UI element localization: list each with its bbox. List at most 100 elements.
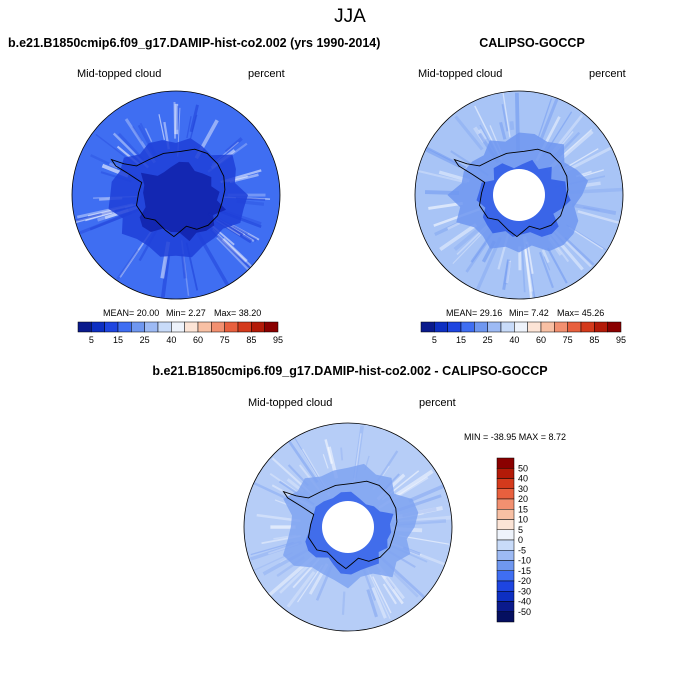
diff-colorbar-tick-label: 40 (518, 474, 528, 484)
obs-map-streak (583, 206, 600, 212)
model-colorbar-tick-label: 15 (113, 335, 123, 345)
obs-map-missing-data (493, 169, 545, 221)
obs-colorbar-tick-label: 5 (432, 335, 437, 345)
diff-colorbar-swatch (496, 580, 515, 592)
diff-map-streak (341, 591, 346, 615)
obs-map-streak (499, 121, 507, 140)
diff-colorbar-swatch (496, 591, 515, 602)
obs-colorbar-tick-label: 60 (536, 335, 546, 345)
obs-map-streak (543, 256, 551, 271)
diff-minmax-stat: MIN = -38.95 MAX = 8.72 (464, 432, 567, 442)
model-map-streak (186, 116, 192, 139)
model-map-streak (181, 253, 187, 279)
obs-map-streak (523, 246, 534, 299)
obs-map-streak (538, 251, 554, 289)
diff-units-label: percent (419, 397, 456, 409)
model-colorbar-tick-label: 25 (140, 335, 150, 345)
model-colorbar-swatch (104, 321, 119, 333)
model-map (71, 90, 281, 300)
diff-map-streak (286, 438, 319, 484)
model-map-border (71, 90, 281, 300)
obs-panel-title: CALIPSO-GOCCP (479, 36, 585, 50)
obs-map-streak (546, 247, 568, 284)
obs-max-stat: Max= 45.26 (557, 308, 605, 318)
diff-colorbar-tick-label: 10 (518, 515, 528, 525)
obs-colorbar-swatch (474, 321, 488, 333)
obs-map-streak (447, 221, 461, 230)
diff-colorbar-swatch (496, 457, 515, 469)
obs-colorbar-swatch (580, 321, 595, 333)
diff-colorbar-swatch (496, 601, 515, 612)
obs-map-streak (560, 128, 593, 158)
obs-colorbar-tick-label: 85 (589, 335, 599, 345)
obs-map-streak (577, 210, 623, 226)
model-panel-title: b.e21.B1850cmip6.f09_g17.DAMIP-hist-co2.… (8, 36, 381, 50)
model-colorbar-tick-label: 40 (166, 335, 176, 345)
diff-colorbar-tick-label: 0 (518, 535, 523, 545)
model-colorbar-tick-label: 75 (220, 335, 230, 345)
diff-variable-label: Mid-topped cloud (248, 397, 333, 409)
diff-colorbar-tick-label: -5 (518, 545, 526, 555)
obs-colorbar-swatch (540, 321, 555, 333)
obs-mean-stat: MEAN= 29.16 (446, 308, 503, 318)
diff-colorbar-swatch (496, 488, 515, 500)
obs-colorbar-swatch (447, 321, 462, 333)
obs-map-coastline (453, 148, 569, 238)
model-colorbar-swatch (77, 321, 92, 333)
obs-colorbar-swatch (594, 321, 608, 333)
obs-colorbar-swatch (434, 321, 448, 333)
model-map-streak (216, 236, 250, 271)
diff-map-streak (382, 583, 397, 605)
obs-units-label: percent (589, 68, 626, 80)
model-map-streak (116, 249, 139, 280)
diff-colorbar-swatch (496, 509, 515, 520)
diff-map-border (243, 422, 453, 632)
model-colorbar-swatch (197, 321, 212, 333)
model-map-streak (189, 104, 199, 133)
model-mean-stat: MEAN= 20.00 (103, 308, 160, 318)
diff-map-streak (297, 564, 323, 603)
obs-colorbar-tick-label: 25 (483, 335, 493, 345)
diff-panel-title: b.e21.B1850cmip6.f09_g17.DAMIP-hist-co2.… (152, 364, 548, 378)
model-map-streak (232, 225, 249, 236)
diff-map-streak (393, 572, 419, 598)
diff-colorbar-tick-label: 5 (518, 525, 523, 535)
obs-map-streak (434, 220, 462, 237)
diff-map-streak (395, 469, 434, 497)
model-colorbar-tick-label: 60 (193, 335, 203, 345)
model-colorbar-tick-label: 95 (273, 335, 283, 345)
model-colorbar: 5 15 25 40 60 75 85 95 (77, 321, 283, 345)
obs-map-streak (424, 148, 461, 168)
model-units-label: percent (248, 68, 285, 80)
diff-colorbar-swatch (496, 550, 515, 561)
diff-map-streak (372, 576, 392, 614)
obs-colorbar-swatch (420, 321, 435, 333)
diff-colorbar-swatch (496, 468, 515, 479)
model-colorbar-swatch (131, 321, 145, 333)
obs-colorbar-swatch (607, 321, 622, 333)
diff-colorbar-tick-label: 30 (518, 484, 528, 494)
obs-colorbar-tick-label: 40 (509, 335, 519, 345)
model-colorbar-swatch (211, 321, 225, 333)
model-colorbar-swatch (117, 321, 132, 333)
obs-map-streak (428, 201, 463, 210)
model-colorbar-swatch (224, 321, 239, 333)
obs-map-streak (416, 169, 468, 184)
diff-colorbar-tick-label: 15 (518, 504, 528, 514)
diff-colorbar-tick-label: 50 (518, 463, 528, 473)
obs-variable-label: Mid-topped cloud (418, 68, 503, 80)
diff-colorbar-tick-label: -50 (518, 607, 531, 617)
obs-map-streak (539, 98, 559, 140)
diff-colorbar-tick-label: -10 (518, 556, 531, 566)
model-colorbar-swatch (237, 321, 252, 333)
obs-map-streak (478, 128, 487, 141)
model-variable-label: Mid-topped cloud (77, 68, 162, 80)
diff-map-streak (286, 570, 316, 608)
model-colorbar-swatch (91, 321, 105, 333)
diff-map-streak (340, 447, 344, 461)
obs-colorbar-swatch (460, 321, 475, 333)
obs-map-streak (501, 104, 509, 132)
model-map-streak (224, 137, 243, 154)
obs-map-streak (505, 260, 512, 284)
